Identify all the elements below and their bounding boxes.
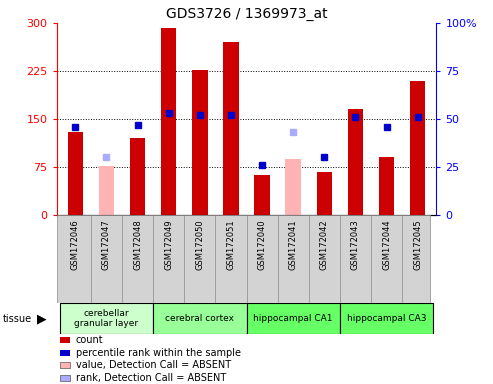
Bar — [348, 109, 363, 215]
Text: cerebral cortex: cerebral cortex — [165, 314, 234, 323]
Bar — [192, 70, 208, 215]
Text: cerebellar
granular layer: cerebellar granular layer — [74, 309, 139, 328]
Text: GSM172044: GSM172044 — [382, 220, 391, 270]
Text: GSM172045: GSM172045 — [413, 220, 422, 270]
Text: value, Detection Call = ABSENT: value, Detection Call = ABSENT — [76, 360, 231, 370]
Text: GSM172050: GSM172050 — [195, 220, 204, 270]
Text: hippocampal CA3: hippocampal CA3 — [347, 314, 426, 323]
Bar — [61, 375, 70, 381]
Text: GSM172046: GSM172046 — [71, 220, 80, 270]
Text: hippocampal CA1: hippocampal CA1 — [253, 314, 333, 323]
Text: GSM172051: GSM172051 — [226, 220, 236, 270]
Text: rank, Detection Call = ABSENT: rank, Detection Call = ABSENT — [76, 373, 226, 383]
Bar — [61, 337, 70, 343]
Bar — [317, 172, 332, 215]
Text: GSM172043: GSM172043 — [351, 220, 360, 270]
Bar — [340, 303, 433, 334]
Bar — [246, 303, 340, 334]
Text: GSM172049: GSM172049 — [164, 220, 173, 270]
Bar — [68, 132, 83, 215]
Text: tissue: tissue — [2, 314, 32, 324]
Text: GSM172042: GSM172042 — [320, 220, 329, 270]
Bar — [60, 303, 153, 334]
Text: percentile rank within the sample: percentile rank within the sample — [76, 348, 241, 358]
Bar — [254, 175, 270, 215]
Bar — [61, 350, 70, 356]
Text: ▶: ▶ — [37, 312, 47, 325]
Bar — [130, 138, 145, 215]
Bar — [153, 303, 246, 334]
Bar — [99, 166, 114, 215]
Bar — [61, 362, 70, 368]
Text: GSM172048: GSM172048 — [133, 220, 142, 270]
Text: GSM172047: GSM172047 — [102, 220, 111, 270]
Text: GSM172040: GSM172040 — [257, 220, 267, 270]
Title: GDS3726 / 1369973_at: GDS3726 / 1369973_at — [166, 7, 327, 21]
Bar — [223, 41, 239, 215]
Text: GSM172041: GSM172041 — [289, 220, 298, 270]
Bar — [285, 159, 301, 215]
Bar — [379, 157, 394, 215]
Text: count: count — [76, 335, 104, 345]
Bar — [161, 28, 176, 215]
Bar — [410, 81, 425, 215]
